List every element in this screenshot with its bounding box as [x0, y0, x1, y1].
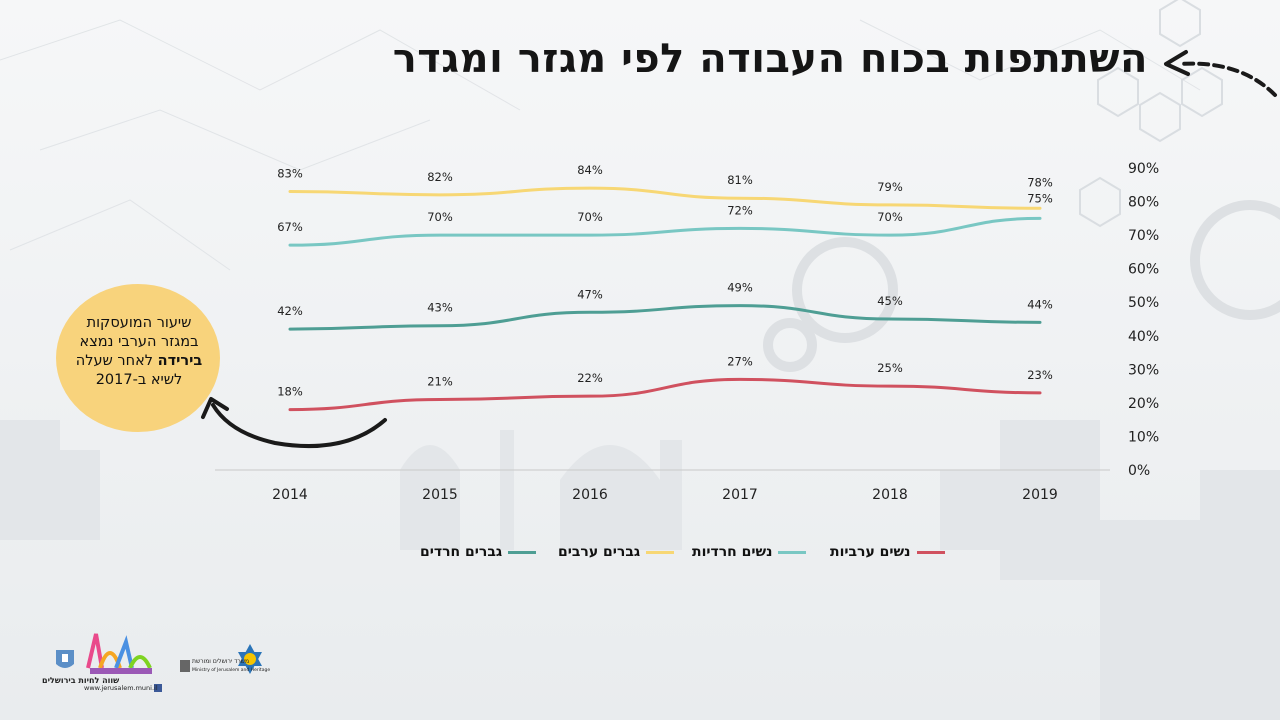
legend-swatch-arab-men: [646, 550, 675, 554]
data-label-arab-men: 83%: [277, 166, 303, 180]
x-tick-label: 2017: [722, 487, 758, 503]
y-tick-label: 20%: [1128, 396, 1159, 412]
y-tick-label: 40%: [1128, 329, 1159, 345]
x-tick-label: 2018: [872, 487, 908, 503]
y-tick-label: 60%: [1128, 262, 1159, 278]
callout-line-3-rest: לאחר שעלה: [75, 353, 158, 369]
callout-line-2: במגזר הערבי נמצא: [79, 334, 199, 350]
data-label-arab-women: 22%: [577, 371, 603, 385]
data-label-haredi-men: 45%: [877, 294, 903, 308]
data-label-haredi-men: 44%: [1027, 297, 1053, 311]
jerusalem-caption: שווה לחיות בירושלים: [42, 676, 120, 685]
data-label-arab-women: 21%: [427, 375, 453, 389]
x-tick-label: 2016: [572, 487, 608, 503]
dashed-arrow-icon: [1164, 50, 1277, 97]
data-label-arab-women: 18%: [277, 385, 303, 399]
legend-label: גברים ערבים: [558, 544, 641, 560]
ministry-caption: משרד ירושלים ומורשת: [192, 658, 250, 665]
y-tick-label: 50%: [1128, 295, 1159, 311]
series-line-haredi-women: [288, 216, 1042, 247]
data-label-haredi-women: 70%: [877, 210, 903, 224]
y-tick-label: 70%: [1128, 228, 1159, 244]
data-label-arab-women: 25%: [877, 361, 903, 375]
slide-title: השתתפות בכוח העבודה לפי מגזר ומגדר: [392, 36, 1148, 82]
legend-item-haredi-women: נשים חרדיות: [692, 544, 807, 560]
y-tick-label: 90%: [1128, 161, 1159, 177]
y-tick-label: 30%: [1128, 362, 1159, 378]
logos-icon: [56, 633, 262, 692]
data-label-haredi-women: 67%: [277, 220, 303, 234]
legend-item-arab-women: נשים ערביות: [830, 544, 945, 560]
logo-area: שווה לחיות בירושלים www.jerusalem.muni.i…: [40, 628, 280, 698]
data-label-haredi-women: 70%: [577, 210, 603, 224]
legend-item-haredi-men: גברים חרדים: [420, 544, 537, 560]
legend-label: נשים ערביות: [830, 544, 911, 560]
website-url[interactable]: www.jerusalem.muni.il: [84, 684, 158, 692]
legend-label: גברים חרדים: [420, 544, 503, 560]
curved-arrow-icon: [201, 397, 387, 449]
legend-item-arab-men: גברים ערבים: [558, 544, 675, 560]
data-label-haredi-women: 72%: [727, 203, 753, 217]
x-tick-label: 2019: [1022, 487, 1058, 503]
series-line-haredi-men: [288, 304, 1042, 331]
x-tick-label: 2014: [272, 487, 308, 503]
data-label-haredi-women: 70%: [427, 210, 453, 224]
data-label-haredi-men: 49%: [727, 281, 753, 295]
legend-swatch-haredi-women: [778, 550, 807, 554]
series-line-arab-women: [288, 377, 1042, 412]
data-label-arab-men: 84%: [577, 163, 603, 177]
callout-line-3: בירידה לאחר שעלה: [64, 352, 214, 371]
series-line-arab-men: [288, 186, 1042, 210]
data-label-arab-men: 82%: [427, 170, 453, 184]
data-label-arab-women: 23%: [1027, 368, 1053, 382]
y-tick-label: 0%: [1128, 463, 1150, 479]
data-label-arab-men: 79%: [877, 180, 903, 194]
legend-label: נשים חרדיות: [692, 544, 773, 560]
callout-emphasis: בירידה: [157, 353, 203, 369]
x-tick-label: 2015: [422, 487, 458, 503]
callout-text: שיעור המועסקות במגזר הערבי נמצא בירידה ל…: [64, 314, 214, 390]
data-label-haredi-women: 75%: [1027, 191, 1053, 205]
ministry-caption-en: Ministry of Jerusalem and Heritage: [192, 668, 271, 673]
legend-swatch-arab-women: [916, 550, 945, 554]
data-label-arab-women: 27%: [727, 354, 753, 368]
callout-bubble: [56, 284, 220, 432]
callout-line-4: לשיא ב-2017: [95, 372, 183, 388]
data-label-arab-men: 78%: [1027, 175, 1053, 189]
data-label-haredi-men: 43%: [427, 301, 453, 315]
legend-swatch-haredi-men: [508, 550, 537, 554]
callout-line-1: שיעור המועסקות: [86, 315, 192, 331]
y-tick-label: 80%: [1128, 195, 1159, 211]
data-label-haredi-men: 42%: [277, 304, 303, 318]
chart-legend: גברים חרדים גברים ערבים נשים חרדיות נשים…: [0, 544, 1280, 568]
data-label-arab-men: 81%: [727, 173, 753, 187]
y-tick-label: 10%: [1128, 429, 1159, 445]
data-label-haredi-men: 47%: [577, 287, 603, 301]
